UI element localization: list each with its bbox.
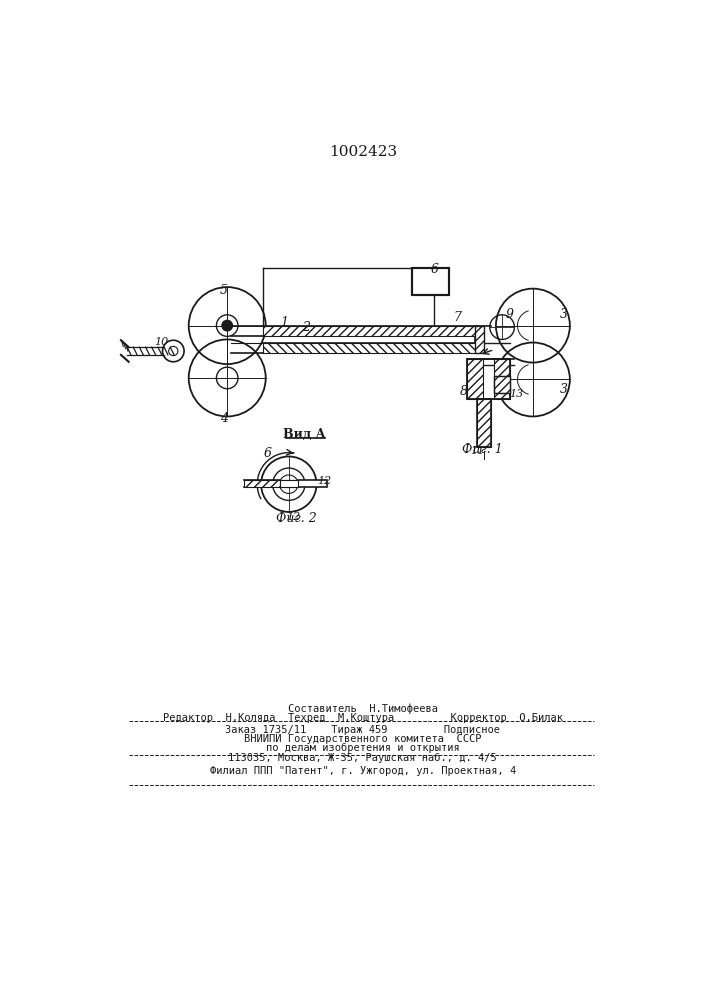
Bar [467,359,483,399]
Text: 1002423: 1002423 [329,145,397,159]
Bar [298,480,327,487]
Bar [477,399,491,447]
Bar [477,399,491,447]
Text: ВНИИПИ Государственного комитета  СССР: ВНИИПИ Государственного комитета СССР [244,734,481,744]
Text: 7: 7 [453,311,462,324]
Text: Редактор  Н.Коляда  Техред  М.Коштура         Корректор  О.Билак: Редактор Н.Коляда Техред М.Коштура Корре… [163,713,563,723]
Bar [467,359,510,399]
Text: 6: 6 [431,263,439,276]
Bar [494,376,510,393]
Bar [244,480,279,487]
Text: 12: 12 [286,512,300,522]
Text: 13: 13 [509,389,523,399]
Bar [475,326,484,353]
Text: Составитель  Н.Тимофеева: Составитель Н.Тимофеева [288,703,438,714]
Text: 10: 10 [155,337,169,347]
Bar [264,343,477,353]
Text: Фиг. 2: Фиг. 2 [276,512,317,525]
Text: 11: 11 [470,446,484,456]
Text: 113035, Москва, Ж-35, Раушская наб., д. 4/5: 113035, Москва, Ж-35, Раушская наб., д. … [228,753,497,763]
Text: Заказ 1735/11    Тираж 459         Подписное: Заказ 1735/11 Тираж 459 Подписное [226,725,501,735]
Text: 12: 12 [317,476,332,486]
Bar [412,268,449,295]
Text: 8: 8 [460,385,467,398]
Circle shape [222,320,233,331]
Bar [494,359,510,399]
Text: 5: 5 [220,284,228,297]
Bar [264,326,477,336]
Bar [494,376,510,393]
Bar [279,480,298,487]
Text: Фиг. 1: Фиг. 1 [462,443,503,456]
Text: 3: 3 [560,308,568,321]
Bar [412,268,449,295]
Text: по делам изобретения и открытия: по делам изобретения и открытия [266,743,460,753]
Text: 1: 1 [280,316,288,329]
Text: Филиал ППП "Патент", г. Ужгород, ул. Проектная, 4: Филиал ППП "Патент", г. Ужгород, ул. Про… [209,766,516,776]
Text: 6: 6 [263,447,271,460]
Text: 2: 2 [302,321,310,334]
Text: 4: 4 [220,412,228,425]
Text: 3: 3 [560,383,568,396]
Text: 9: 9 [506,308,514,321]
Text: Вид А: Вид А [283,428,325,441]
